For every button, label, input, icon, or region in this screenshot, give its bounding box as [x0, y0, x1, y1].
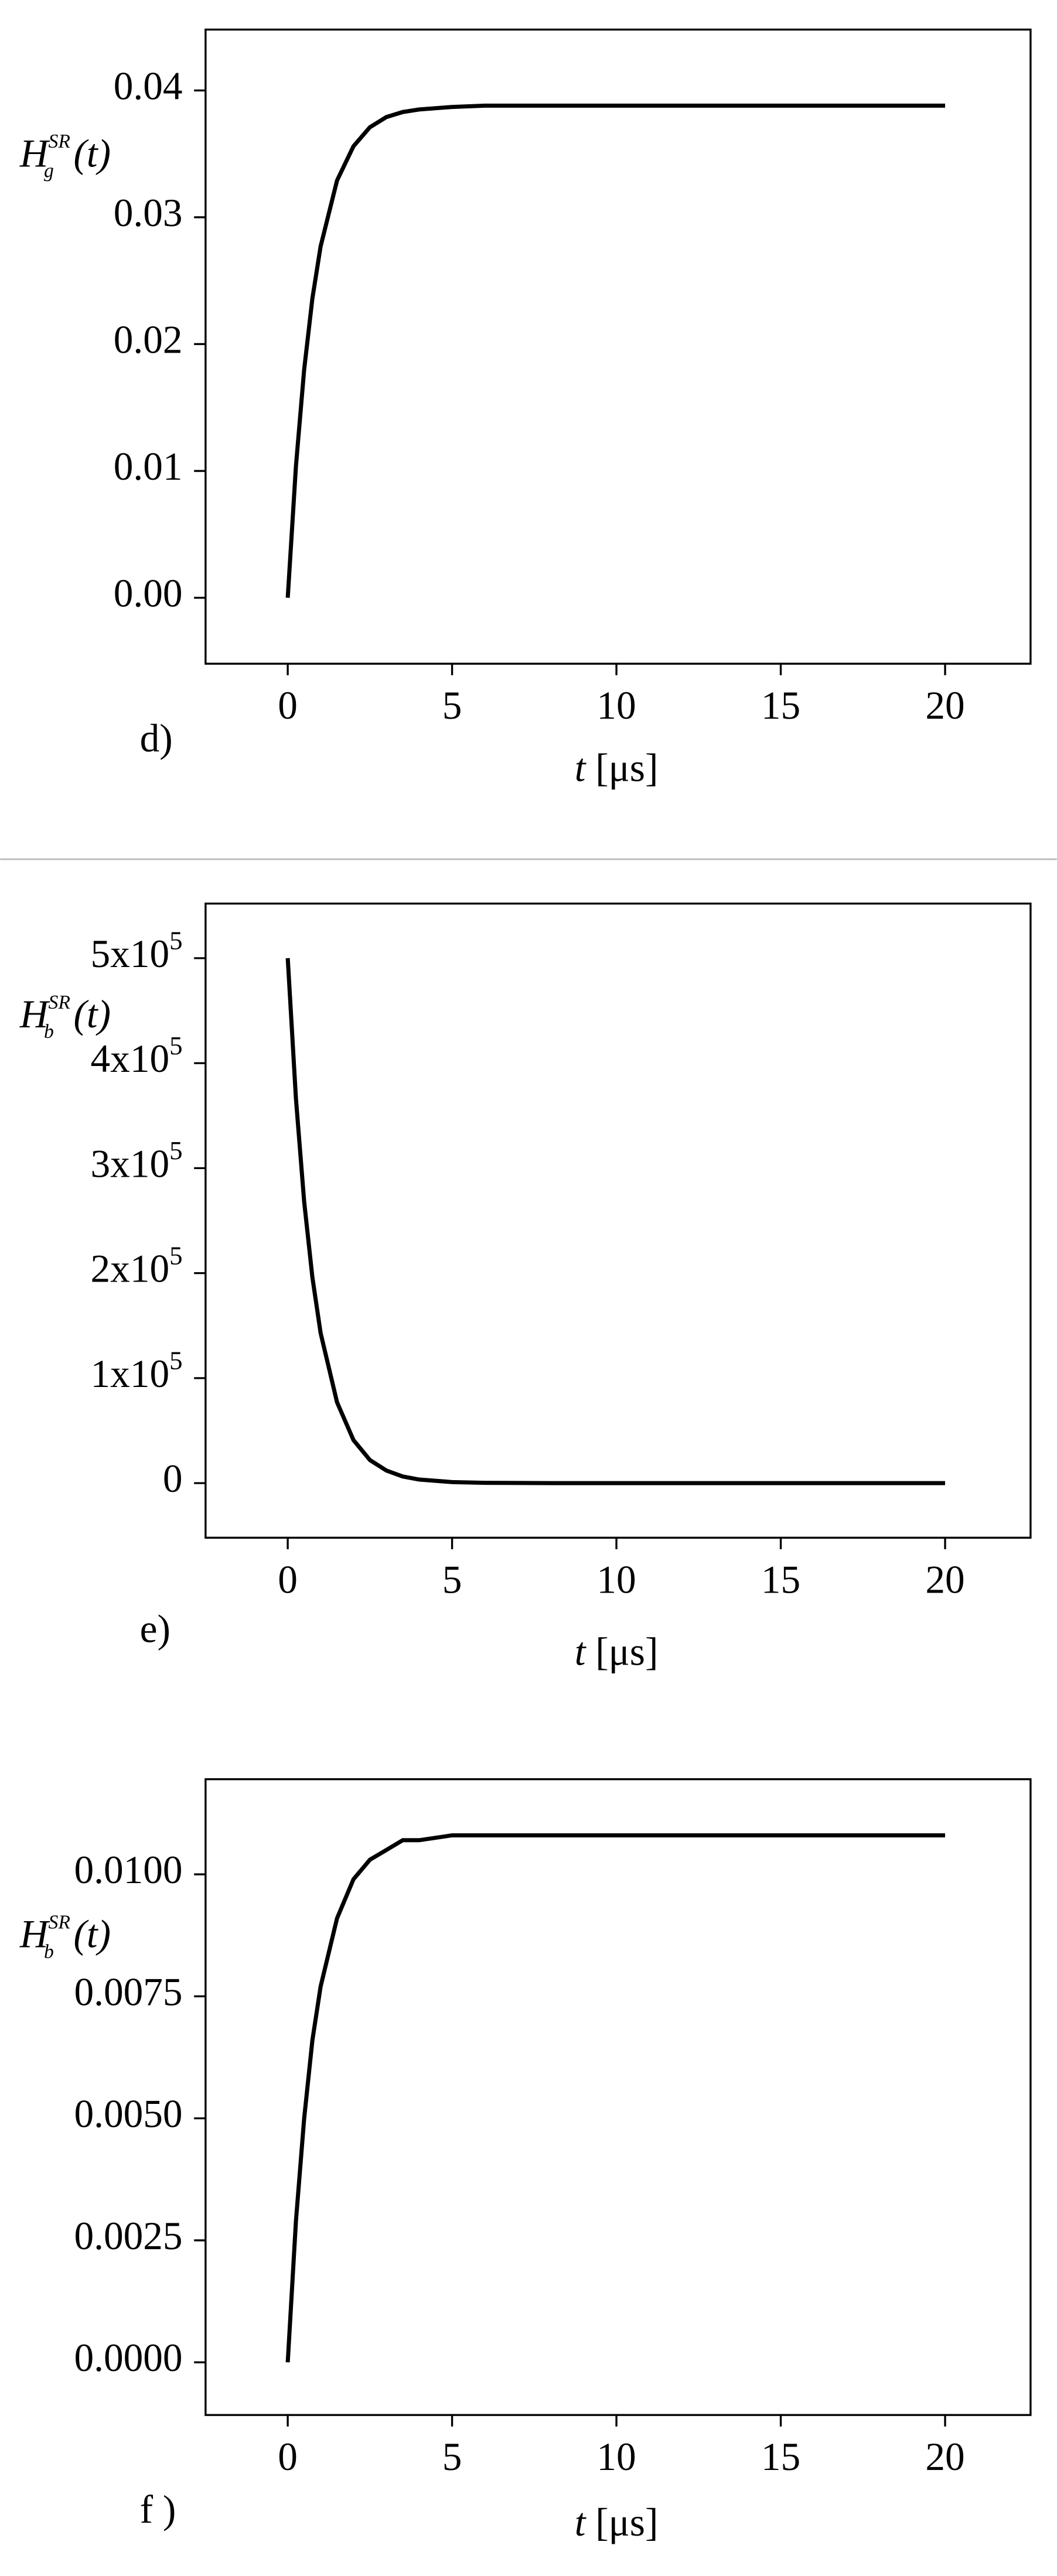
- y-label-sup: SR: [49, 1911, 70, 1933]
- x-label-unit: [μs]: [595, 1630, 658, 1674]
- chart: 0.0000 0.0025 0.0050 0.0075 0.0100 0 5 10 15 20 t[…: [19, 1778, 1032, 2544]
- y-tick-text: 2x10: [91, 1247, 170, 1291]
- y-tick-label: 0.02: [114, 318, 183, 362]
- y-tick-text: 0.0000: [74, 2336, 183, 2380]
- y-tick-text: 0.0025: [74, 2214, 183, 2258]
- y-tick-label: 5x105: [91, 926, 183, 976]
- plot-frame: [204, 1778, 1032, 2416]
- y-tick-text: 0: [163, 1457, 183, 1501]
- x-tick-label: 0: [278, 684, 298, 727]
- x-tick-label: 10: [596, 2435, 636, 2479]
- x-tick-label: 0: [278, 1557, 298, 1601]
- panel-label: f ): [140, 2488, 176, 2531]
- y-tick-label: 0.0025: [74, 2214, 183, 2258]
- y-label-sub: b: [44, 1941, 54, 1963]
- y-tick-text: 1x10: [91, 1352, 170, 1396]
- x-tick-label: 10: [596, 1557, 636, 1601]
- y-label-symbol: H: [19, 1912, 50, 1956]
- plot-frame: [204, 902, 1032, 1539]
- x-tick-label: 5: [442, 2435, 462, 2479]
- x-label-unit: [μs]: [595, 746, 658, 790]
- x-axis-label: t [μs]: [575, 2500, 659, 2544]
- y-tick-exponent: 5: [169, 1241, 182, 1270]
- y-tick-label: 4x105: [91, 1031, 183, 1081]
- x-tick-label: 20: [925, 684, 964, 727]
- y-tick-label: 1x105: [91, 1346, 183, 1396]
- x-tick-label: 20: [925, 2435, 964, 2479]
- y-label-arg: (t): [73, 992, 111, 1036]
- y-label-arg: (t): [73, 1912, 111, 1956]
- y-tick-exponent: 5: [169, 1346, 182, 1375]
- y-tick-label: 0.04: [114, 64, 183, 108]
- x-label-var: t: [575, 746, 587, 790]
- x-axis-label: t [μs]: [575, 1630, 659, 1674]
- y-tick-label: 2x105: [91, 1241, 183, 1291]
- y-axis-label: HSR b (t): [19, 1911, 111, 1962]
- y-label-sup: SR: [49, 131, 70, 152]
- x-label-var: t: [575, 1630, 587, 1674]
- y-tick-text: 0.04: [114, 64, 183, 108]
- y-label-symbol: H: [19, 132, 50, 176]
- x-tick-label: 15: [761, 2435, 800, 2479]
- y-tick-exponent: 5: [169, 1031, 182, 1060]
- y-tick-text: 0.0075: [74, 1970, 183, 2014]
- x-tick-label: 15: [761, 684, 800, 727]
- x-tick-label: 15: [761, 1557, 800, 1601]
- y-tick-label: 0: [163, 1457, 183, 1501]
- y-label-sup: SR: [49, 991, 70, 1013]
- y-label-arg: (t): [73, 132, 111, 176]
- y-tick-text: 4x10: [91, 1037, 170, 1081]
- plot-frame: [204, 28, 1032, 665]
- y-tick-text: 0.00: [114, 572, 183, 616]
- y-tick-text: 0.02: [114, 318, 183, 362]
- y-tick-label: 0.0000: [74, 2336, 183, 2380]
- y-tick-label: 0.0050: [74, 2092, 183, 2136]
- y-label-sub: b: [44, 1021, 54, 1043]
- y-tick-exponent: 5: [169, 926, 182, 955]
- y-tick-text: 0.03: [114, 191, 183, 235]
- y-tick-label: 0.00: [114, 572, 183, 616]
- chart: 0.00 0.01 0.02 0.03 0.04 0 5 10 15 20 t [μs] d) HSR g (…: [19, 28, 1032, 790]
- data-line: [285, 1833, 946, 2363]
- y-tick-label: 0.0075: [74, 1970, 183, 2014]
- y-axis-label: HSR b (t): [19, 991, 111, 1042]
- y-tick-text: 0.0100: [74, 1849, 183, 1892]
- y-tick-text: 5x10: [91, 932, 170, 976]
- data-line: [285, 103, 946, 598]
- y-tick-label: 0.03: [114, 191, 183, 235]
- y-label-sub: g: [44, 160, 54, 182]
- panel-label: e): [140, 1607, 171, 1651]
- x-tick-label: 5: [442, 684, 462, 727]
- x-label-var: t: [575, 2500, 587, 2544]
- panel-label: d): [140, 716, 173, 760]
- y-tick-label: 0.01: [114, 445, 183, 488]
- y-tick-label: 3x105: [91, 1136, 183, 1185]
- x-tick-label: 5: [442, 1557, 462, 1601]
- y-tick-text: 3x10: [91, 1142, 170, 1186]
- data-line: [285, 958, 946, 1485]
- y-axis-label: HSR g (t): [19, 131, 111, 182]
- y-tick-text: 0.01: [114, 445, 183, 488]
- y-tick-text: 0.0050: [74, 2092, 183, 2136]
- x-label-unit: [μs]: [595, 2500, 658, 2544]
- y-label-symbol: H: [19, 992, 50, 1036]
- x-tick-label: 20: [925, 1557, 964, 1601]
- y-tick-exponent: 5: [169, 1136, 182, 1165]
- y-tick-label: 0.0100: [74, 1849, 183, 1892]
- x-tick-label: 0: [278, 2435, 298, 2479]
- x-axis-label: t [μs]: [575, 746, 659, 790]
- x-tick-label: 10: [596, 684, 636, 727]
